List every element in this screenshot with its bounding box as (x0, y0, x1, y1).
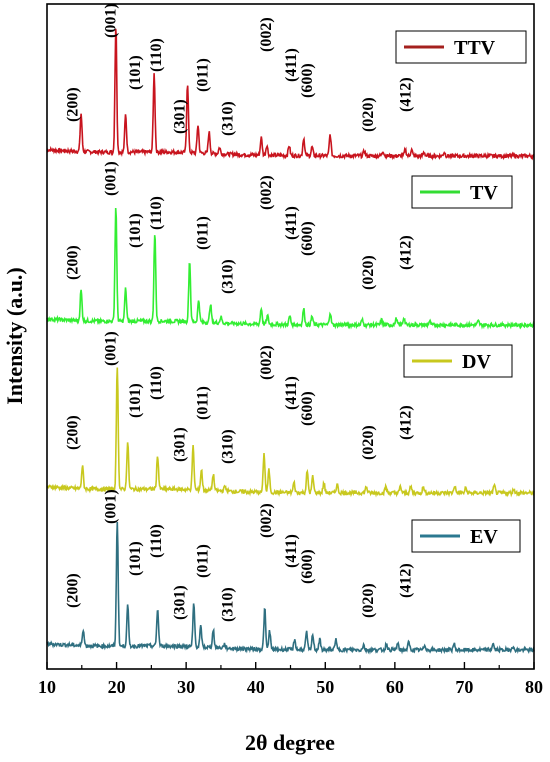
series-line-tv (46, 207, 535, 330)
x-tick-label: 80 (525, 677, 543, 697)
hkl-label: (110) (148, 366, 165, 400)
hkl-label: (002) (258, 175, 275, 210)
hkl-label: (310) (220, 587, 237, 622)
x-axis-title: 2θ degree (245, 730, 335, 755)
hkl-label: (310) (220, 429, 237, 464)
hkl-label: (001) (103, 161, 120, 196)
legend-label: TTV (454, 37, 496, 59)
x-tick-label: 70 (455, 677, 473, 697)
plot-area: (200)(001)(101)(110)(301)(011)(310)(002)… (46, 3, 535, 655)
hkl-label: (301) (172, 99, 189, 134)
legend-label: EV (470, 526, 498, 548)
legend-label: DV (462, 351, 491, 373)
hkl-label: (001) (103, 331, 120, 366)
hkl-label: (110) (148, 196, 165, 230)
legend-dv: DV (403, 344, 513, 378)
hkl-label: (412) (398, 405, 415, 440)
hkl-label: (200) (64, 245, 81, 280)
hkl-label: (600) (299, 63, 316, 98)
x-tick-label: 30 (177, 677, 195, 697)
hkl-label: (600) (299, 549, 316, 584)
x-tick-label: 20 (108, 677, 126, 697)
hkl-label: (020) (360, 97, 377, 132)
series-line-ttv (46, 28, 535, 161)
y-axis-title: Intensity (a.u.) (2, 267, 27, 405)
plot-frame (46, 3, 535, 670)
hkl-label: (110) (148, 38, 165, 72)
hkl-label: (310) (220, 101, 237, 136)
legend-tv: TV (411, 175, 513, 209)
hkl-label: (020) (360, 255, 377, 290)
hkl-label: (002) (258, 503, 275, 538)
hkl-label: (600) (299, 221, 316, 256)
series-ev: (200) (001) (101)(110) (301) (011) (310) (002)… (46, 489, 535, 655)
series-dv: (200) (001) (101)(110) (301) (011) (310) (002)… (46, 331, 535, 498)
legend-box (403, 344, 513, 378)
x-tick-label: 50 (316, 677, 334, 697)
hkl-label: (301) (172, 585, 189, 620)
hkl-label: (011) (194, 58, 211, 92)
hkl-label: (101) (127, 213, 144, 248)
hkl-label: (412) (398, 563, 415, 598)
hkl-label: (020) (360, 583, 377, 618)
legend-label: TV (470, 182, 498, 204)
hkl-label: (412) (398, 77, 415, 112)
x-tick-label: 10 (38, 677, 56, 697)
series-line-ev (46, 521, 535, 655)
hkl-label: (200) (64, 415, 81, 450)
hkl-label: (001) (103, 3, 120, 38)
hkl-label: (310) (220, 259, 237, 294)
hkl-label: (301) (172, 427, 189, 462)
legend-ev: EV (411, 519, 521, 553)
hkl-label: (020) (360, 425, 377, 460)
hkl-label: (200) (64, 87, 81, 122)
hkl-label: (412) (398, 235, 415, 270)
x-axis: 10 20 30 40 50 60 70 80 (38, 662, 543, 697)
hkl-label: (600) (299, 391, 316, 426)
hkl-label: (002) (258, 17, 275, 52)
series-ttv: (200) (001) (101)(110) (301) (011) (310) (002)… (46, 3, 535, 161)
hkl-label: (011) (194, 386, 211, 420)
legend-box (395, 30, 527, 64)
x-tick-label: 40 (247, 677, 265, 697)
hkl-label: (011) (194, 544, 211, 578)
hkl-label: (411) (283, 534, 300, 568)
series-tv: (200) (001) (101)(110) (011) (310) (002) (411)… (46, 161, 535, 330)
hkl-label: (411) (283, 206, 300, 240)
hkl-label: (011) (194, 216, 211, 250)
hkl-label: (101) (127, 383, 144, 418)
hkl-label: (002) (258, 345, 275, 380)
hkl-label: (001) (103, 489, 120, 524)
hkl-label: (110) (148, 524, 165, 558)
hkl-label: (411) (283, 376, 300, 410)
x-tick-label: 60 (386, 677, 404, 697)
hkl-label: (411) (283, 48, 300, 82)
legend-ttv: TTV (395, 30, 527, 64)
hkl-label: (101) (127, 541, 144, 576)
hkl-label: (101) (127, 55, 144, 90)
series-line-dv (46, 367, 535, 498)
hkl-label: (200) (64, 573, 81, 608)
